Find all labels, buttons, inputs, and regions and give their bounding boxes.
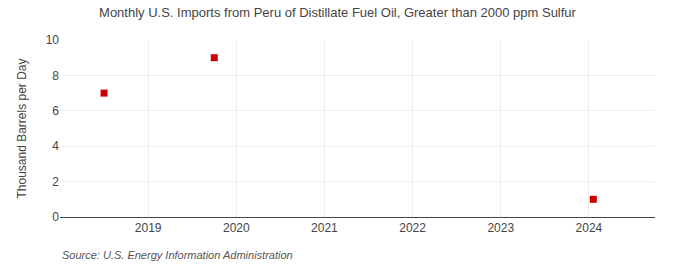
svg-text:2019: 2019 xyxy=(135,221,162,235)
svg-text:Thousand Barrels per Day: Thousand Barrels per Day xyxy=(15,58,29,198)
svg-text:2020: 2020 xyxy=(223,221,250,235)
svg-text:Monthly U.S. Imports from Peru: Monthly U.S. Imports from Peru of Distil… xyxy=(99,5,577,20)
svg-text:2024: 2024 xyxy=(576,221,603,235)
svg-text:4: 4 xyxy=(52,139,59,153)
svg-text:2023: 2023 xyxy=(487,221,514,235)
svg-text:6: 6 xyxy=(52,104,59,118)
svg-text:Source: U.S. Energy Informatio: Source: U.S. Energy Information Administ… xyxy=(62,249,293,261)
svg-text:10: 10 xyxy=(46,33,60,47)
svg-text:2: 2 xyxy=(52,175,59,189)
svg-text:8: 8 xyxy=(52,69,59,83)
svg-text:2021: 2021 xyxy=(311,221,338,235)
svg-text:0: 0 xyxy=(52,210,59,224)
svg-text:2022: 2022 xyxy=(399,221,426,235)
